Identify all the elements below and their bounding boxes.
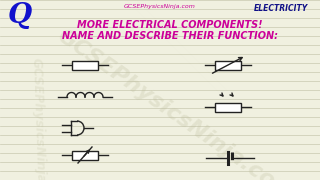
Bar bbox=[72, 60, 98, 69]
Bar bbox=[215, 60, 241, 69]
Text: GCSEPhysicsNinja: GCSEPhysicsNinja bbox=[29, 57, 47, 180]
Text: MORE ELECTRICAL COMPONENTS!: MORE ELECTRICAL COMPONENTS! bbox=[77, 20, 263, 30]
Text: ELECTRICITY: ELECTRICITY bbox=[254, 4, 308, 13]
Text: GCSEPhysicsNinja.com: GCSEPhysicsNinja.com bbox=[124, 4, 196, 9]
Bar bbox=[72, 150, 98, 159]
Text: GCSEPhysicsNinja.com: GCSEPhysicsNinja.com bbox=[53, 25, 297, 180]
Text: Q: Q bbox=[8, 2, 32, 29]
Bar bbox=[215, 102, 241, 111]
Text: NAME AND DESCRIBE THEIR FUNCTION:: NAME AND DESCRIBE THEIR FUNCTION: bbox=[62, 31, 278, 41]
